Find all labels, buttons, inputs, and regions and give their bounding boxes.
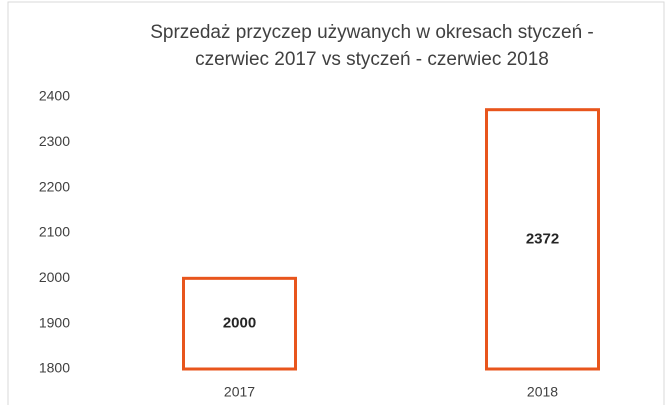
y-tick-label: 2300 (39, 133, 70, 149)
value-label: 2372 (526, 230, 559, 247)
x-tick-label: 2017 (224, 384, 255, 400)
y-tick-label: 2100 (39, 224, 70, 240)
y-tick-label: 2200 (39, 178, 70, 194)
chart-title: Sprzedaż przyczep używanych w okresach s… (150, 22, 594, 43)
chart-title: czerwiec 2017 vs styczeń - czerwiec 2018 (195, 49, 549, 70)
y-tick-label: 1900 (39, 314, 70, 330)
y-tick-label: 2400 (39, 88, 70, 104)
y-tick-label: 1800 (39, 360, 70, 376)
x-tick-label: 2018 (527, 384, 558, 400)
bar (485, 108, 600, 371)
bar (182, 276, 297, 371)
y-tick-label: 2000 (39, 269, 70, 285)
value-label: 2000 (223, 315, 256, 332)
